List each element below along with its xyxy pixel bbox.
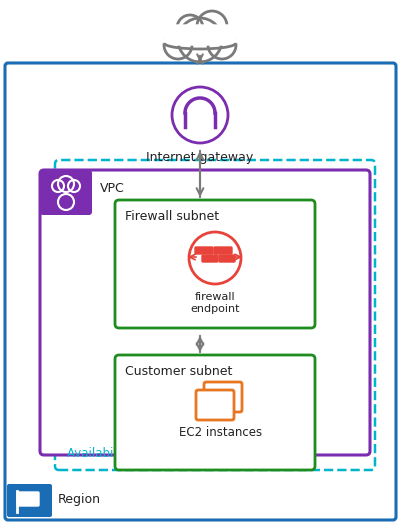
FancyBboxPatch shape	[7, 484, 52, 517]
Circle shape	[58, 176, 74, 192]
Circle shape	[178, 18, 222, 62]
Circle shape	[52, 180, 64, 192]
Text: Internet gateway: Internet gateway	[146, 151, 253, 164]
FancyBboxPatch shape	[214, 247, 232, 254]
FancyBboxPatch shape	[202, 255, 218, 262]
Text: EC2 instances: EC2 instances	[179, 426, 263, 439]
FancyBboxPatch shape	[195, 247, 213, 254]
Circle shape	[208, 31, 236, 59]
Text: Availability Zone: Availability Zone	[67, 447, 166, 460]
Text: VPC: VPC	[100, 182, 125, 195]
Text: firewall
endpoint: firewall endpoint	[190, 291, 240, 314]
Circle shape	[68, 180, 80, 192]
FancyBboxPatch shape	[17, 492, 39, 506]
FancyBboxPatch shape	[115, 200, 315, 328]
Circle shape	[58, 194, 74, 210]
Circle shape	[172, 87, 228, 143]
FancyBboxPatch shape	[5, 63, 396, 520]
FancyBboxPatch shape	[115, 355, 315, 470]
Circle shape	[197, 11, 227, 41]
FancyBboxPatch shape	[164, 25, 236, 45]
Text: Customer subnet: Customer subnet	[125, 365, 232, 378]
FancyBboxPatch shape	[55, 160, 375, 470]
Circle shape	[177, 15, 203, 41]
FancyBboxPatch shape	[219, 255, 235, 262]
Text: Region: Region	[58, 494, 101, 507]
Text: Firewall subnet: Firewall subnet	[125, 210, 219, 223]
FancyBboxPatch shape	[40, 170, 370, 455]
FancyBboxPatch shape	[196, 390, 234, 420]
Circle shape	[189, 232, 241, 284]
FancyBboxPatch shape	[40, 170, 92, 215]
Circle shape	[164, 31, 192, 59]
FancyBboxPatch shape	[204, 382, 242, 412]
